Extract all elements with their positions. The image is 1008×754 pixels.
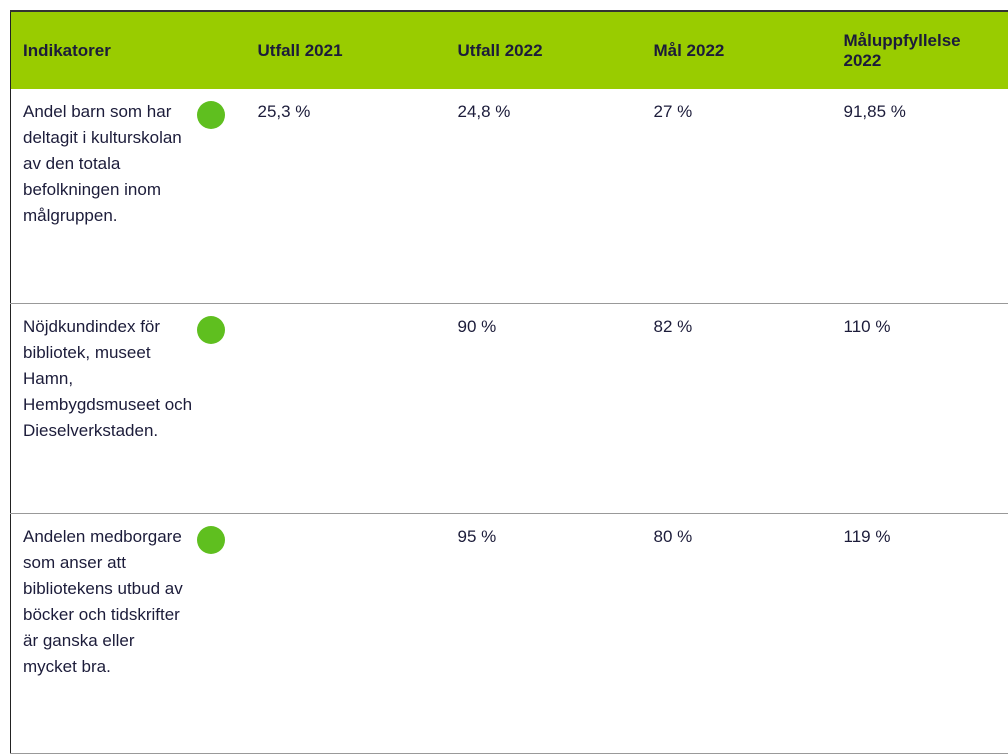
value-cell: 91,85 % bbox=[832, 89, 1008, 303]
value-cell: 82 % bbox=[642, 303, 832, 513]
status-cell bbox=[197, 89, 246, 303]
value-cell: 80 % bbox=[642, 513, 832, 753]
header-cell: Utfall 2022 bbox=[446, 11, 642, 89]
indicator-cell: Andelen medborgare som anser att bibliot… bbox=[11, 513, 197, 753]
indicator-cell: Nöjdkundindex för bibliotek, museet Hamn… bbox=[11, 303, 197, 513]
status-cell bbox=[197, 513, 246, 753]
header-cell: Indikatorer bbox=[11, 11, 197, 89]
value-cell: 95 % bbox=[446, 513, 642, 753]
status-dot bbox=[197, 316, 225, 344]
value-cell: 110 % bbox=[832, 303, 1008, 513]
value-cell: 119 % bbox=[832, 513, 1008, 753]
indicator-table: Indikatorer Utfall 2021 Utfall 2022 Mål … bbox=[10, 10, 1008, 754]
status-dot bbox=[197, 526, 225, 554]
value-cell bbox=[246, 303, 446, 513]
header-row: Indikatorer Utfall 2021 Utfall 2022 Mål … bbox=[11, 11, 1008, 89]
header-cell: Måluppfyllelse 2022 bbox=[832, 11, 1008, 89]
value-cell: 27 % bbox=[642, 89, 832, 303]
value-cell: 90 % bbox=[446, 303, 642, 513]
status-cell bbox=[197, 303, 246, 513]
table-row: Andel barn som har deltagit i kulturskol… bbox=[11, 89, 1008, 303]
value-cell bbox=[246, 513, 446, 753]
header-cell bbox=[197, 11, 246, 89]
table-body: Andel barn som har deltagit i kulturskol… bbox=[11, 89, 1008, 753]
table-row: Nöjdkundindex för bibliotek, museet Hamn… bbox=[11, 303, 1008, 513]
header-cell: Mål 2022 bbox=[642, 11, 832, 89]
table-row: Andelen medborgare som anser att bibliot… bbox=[11, 513, 1008, 753]
header-cell: Utfall 2021 bbox=[246, 11, 446, 89]
indicator-cell: Andel barn som har deltagit i kulturskol… bbox=[11, 89, 197, 303]
value-cell: 24,8 % bbox=[446, 89, 642, 303]
value-cell: 25,3 % bbox=[246, 89, 446, 303]
status-dot bbox=[197, 101, 225, 129]
